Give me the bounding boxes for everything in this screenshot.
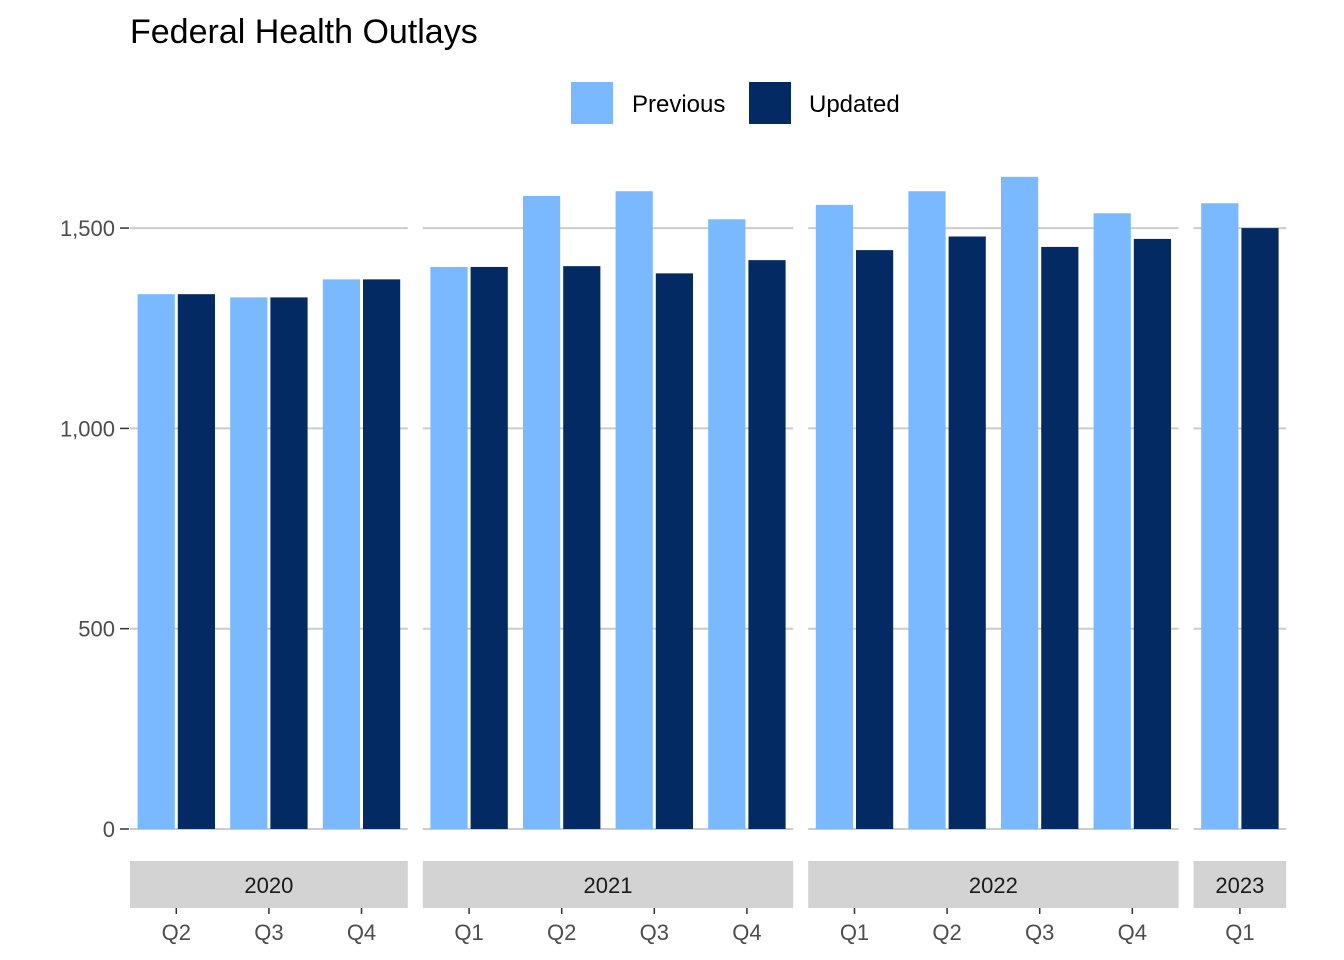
x-tick-label: Q2 [162, 920, 191, 945]
bar-previous-2021-Q2 [523, 196, 561, 829]
legend-label-previous: Previous [632, 91, 725, 118]
facet-panel-2021: Q1 Q2 Q3 Q4 2021 [422, 191, 794, 945]
bar-previous-2020-Q2 [137, 294, 175, 829]
facet-strip [808, 861, 1179, 908]
bar-previous-2021-Q3 [615, 191, 653, 829]
x-tick-label: Q4 [347, 920, 376, 945]
bar-updated-2021-Q1 [470, 266, 508, 829]
facet-strip-label: 2023 [1215, 873, 1264, 898]
x-tick-label: Q1 [840, 920, 869, 945]
bar-updated-2023-Q1 [1241, 228, 1279, 829]
legend: Previous Updated [571, 82, 900, 124]
facet-strip-label: 2021 [584, 873, 633, 898]
chart-title: Federal Health Outlays [130, 13, 478, 51]
facet-strip [422, 861, 794, 908]
bar-updated-2020-Q3 [270, 297, 308, 829]
bar-previous-2022-Q1 [815, 204, 853, 829]
facet-strip [1193, 861, 1287, 908]
legend-swatch-previous [571, 82, 613, 124]
y-tick-label: 500 [78, 617, 115, 642]
x-tick-label: Q3 [640, 920, 669, 945]
x-tick-label: Q4 [732, 920, 761, 945]
bar-updated-2022-Q4 [1133, 238, 1171, 829]
facet-panels: Q2 Q3 Q4 2020 Q1 Q2 Q3 Q4 2021 Q1 Q2 Q3 Q4 2022 Q1 2023 [130, 176, 1287, 945]
y-tick-label: 1,500 [60, 216, 115, 241]
y-axis: 0 500 1,000 1,500 [60, 216, 129, 842]
facet-strip-label: 2020 [244, 873, 293, 898]
facet-panel-2022: Q1 Q2 Q3 Q4 2022 [808, 176, 1179, 945]
facet-strip [130, 861, 408, 908]
x-tick-label: Q4 [1118, 920, 1147, 945]
bar-previous-2021-Q4 [708, 219, 746, 829]
bar-updated-2020-Q2 [177, 294, 215, 829]
bar-previous-2022-Q2 [908, 191, 946, 829]
bar-updated-2021-Q3 [655, 273, 693, 830]
x-tick-label: Q1 [1225, 920, 1254, 945]
x-tick-label: Q3 [254, 920, 283, 945]
x-tick-label: Q2 [547, 920, 576, 945]
bar-previous-2022-Q3 [1001, 176, 1039, 829]
bar-previous-2021-Q1 [430, 266, 468, 829]
facet-panel-2023: Q1 2023 [1193, 203, 1287, 945]
y-tick-label: 0 [103, 817, 115, 842]
x-tick-label: Q1 [454, 920, 483, 945]
bar-updated-2022-Q3 [1041, 246, 1079, 830]
legend-swatch-updated [749, 82, 791, 124]
bar-updated-2020-Q4 [363, 279, 401, 829]
bar-updated-2021-Q2 [563, 266, 601, 829]
bar-previous-2022-Q4 [1093, 213, 1131, 829]
facet-panel-2020: Q2 Q3 Q4 2020 [130, 227, 408, 945]
bar-previous-2023-Q1 [1201, 203, 1239, 830]
bar-updated-2022-Q2 [948, 236, 986, 829]
bar-previous-2020-Q4 [322, 279, 360, 829]
bar-updated-2021-Q4 [748, 260, 786, 829]
bar-previous-2020-Q3 [230, 297, 268, 829]
y-tick-label: 1,000 [60, 416, 115, 441]
facet-strip-label: 2022 [969, 873, 1018, 898]
bar-updated-2022-Q1 [856, 250, 894, 829]
legend-label-updated: Updated [809, 91, 900, 118]
x-tick-label: Q3 [1025, 920, 1054, 945]
x-tick-label: Q2 [932, 920, 961, 945]
